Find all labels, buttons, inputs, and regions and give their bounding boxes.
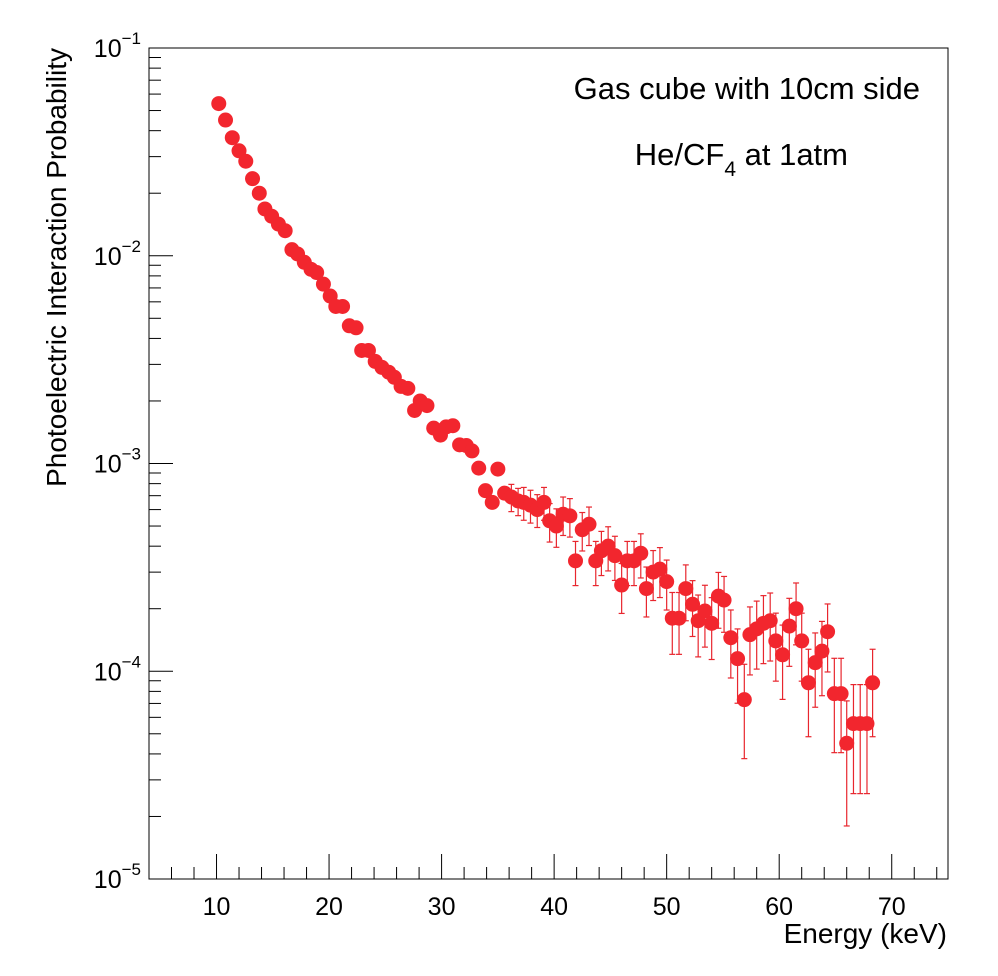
data-point (251, 185, 267, 201)
data-point (548, 518, 564, 534)
x-tick-label: 50 (653, 893, 681, 921)
data-point (419, 398, 435, 414)
data-point (794, 633, 810, 649)
data-point (400, 380, 416, 396)
data-point (788, 601, 804, 617)
data-point (736, 692, 752, 708)
y-tick-base: 10 (94, 243, 122, 271)
y-tick-exponent: −5 (122, 860, 141, 879)
y-tick-base: 10 (94, 35, 122, 63)
annotation-gas-cube: Gas cube with 10cm side (574, 71, 920, 106)
annotation-gas-mixture-tail: at 1atm (736, 137, 848, 172)
data-point (659, 574, 675, 590)
annotation-gas-mixture-main: He/CF (635, 137, 725, 172)
data-point (348, 320, 364, 336)
data-point (814, 643, 830, 659)
data-point (671, 610, 687, 626)
data-point (490, 461, 506, 477)
data-point (723, 630, 739, 646)
annotation-gas-mixture: He/CF4 at 1atm (635, 137, 848, 181)
data-point (245, 171, 261, 187)
data-point (716, 592, 732, 608)
data-point (685, 596, 701, 612)
data-point (800, 675, 816, 691)
data-point (704, 615, 720, 631)
data-point (568, 553, 584, 569)
x-tick-label: 10 (203, 893, 231, 921)
data-point (839, 735, 855, 751)
y-tick-label: 10−3 (94, 445, 141, 479)
data-point (315, 276, 331, 292)
data-point (781, 618, 797, 634)
data-point (807, 655, 823, 671)
y-axis-title: Photoelectric Interaction Probability (41, 48, 72, 487)
y-tick-exponent: −2 (122, 237, 141, 256)
data-point (211, 96, 227, 112)
y-tick-exponent: −1 (122, 29, 141, 48)
y-tick-label: 10−4 (94, 652, 141, 686)
data-point (445, 418, 461, 434)
x-tick-label: 70 (878, 893, 906, 921)
data-point (633, 545, 649, 561)
data-point (638, 581, 654, 597)
data-point (697, 603, 713, 619)
y-tick-label: 10−2 (94, 237, 141, 271)
y-tick-label: 10−1 (94, 29, 141, 63)
data-point (581, 516, 597, 532)
data-point (484, 494, 500, 510)
data-point (730, 651, 746, 667)
y-tick-exponent: −4 (122, 652, 141, 671)
data-point (277, 223, 293, 239)
data-point (859, 716, 875, 732)
data-point (762, 613, 778, 629)
data-points (211, 96, 881, 751)
data-point (865, 675, 881, 691)
y-tick-base: 10 (94, 658, 122, 686)
x-tick-label: 30 (428, 893, 456, 921)
data-point (775, 647, 791, 663)
y-tick-label: 10−5 (94, 860, 141, 894)
data-point (335, 298, 351, 314)
data-point (238, 153, 254, 169)
x-tick-label: 60 (765, 893, 793, 921)
data-point (820, 624, 836, 640)
annotation-gas-mixture-subscript: 4 (724, 158, 736, 181)
data-point (607, 548, 623, 564)
data-point (224, 130, 240, 146)
data-point (309, 265, 325, 281)
data-point (536, 494, 552, 510)
y-tick-exponent: −3 (122, 445, 141, 464)
data-point (678, 581, 694, 597)
data-point (477, 483, 493, 499)
data-point (464, 443, 480, 459)
y-tick-base: 10 (94, 866, 122, 894)
y-tick-base: 10 (94, 451, 122, 479)
data-point (652, 561, 668, 577)
data-point (360, 342, 376, 358)
data-point (562, 508, 578, 524)
data-point (218, 112, 234, 128)
data-point (768, 633, 784, 649)
x-tick-label: 40 (540, 893, 568, 921)
x-axis-title: Energy (keV) (784, 918, 947, 949)
data-point (614, 577, 630, 593)
data-point (471, 460, 487, 476)
x-tick-label: 20 (315, 893, 343, 921)
data-point (833, 686, 849, 702)
